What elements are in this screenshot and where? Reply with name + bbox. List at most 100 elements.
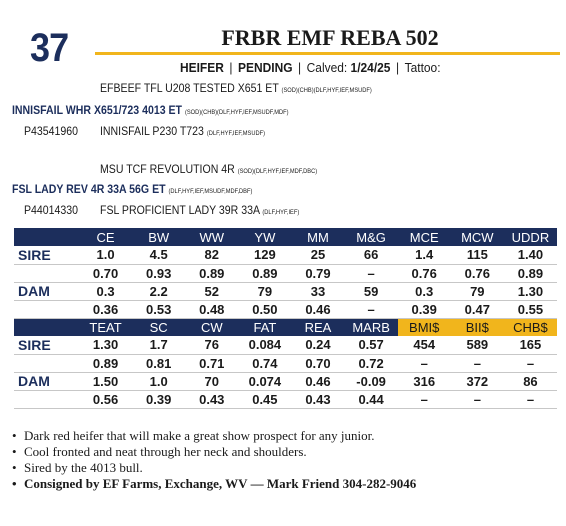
epd-cell: 115 [450, 246, 504, 265]
epd-row-label: SIRE [14, 336, 79, 355]
epd-cell: 25 [291, 246, 345, 265]
sex: HEIFER [180, 60, 224, 75]
epd-column-header: BW [132, 228, 186, 246]
sire-sire: EFBEEF TFL U208 TESTED X651 ET (SOD)(CHB… [100, 81, 372, 95]
epd-cell: 70 [185, 372, 239, 391]
epd-cell: 589 [450, 336, 504, 355]
epd-cell: 1.40 [503, 246, 557, 265]
epd-cell: 0.57 [344, 336, 398, 355]
epd-cell: 52 [185, 282, 239, 301]
epd-row-label: DAM [14, 372, 79, 391]
epd-cell: 0.93 [132, 264, 186, 283]
epd-cell: 0.76 [397, 264, 451, 283]
epd-cell: 165 [503, 336, 557, 355]
epd-table: CE BW WW YW MM M&G MCE MCW UDDR SIRE 1.0 4.5 82 129 25… [14, 228, 557, 409]
tattoo-label: Tattoo: [404, 60, 441, 75]
epd-cell: – [344, 300, 398, 319]
epd-cell: 0.76 [450, 264, 504, 283]
status: PENDING [238, 60, 293, 75]
epd-cell: 0.43 [291, 390, 345, 409]
epd-data-row: 0.70 0.93 0.89 0.89 0.79–0.76 0.76 0.89 [14, 264, 557, 283]
epd-cell: 0.44 [344, 390, 398, 409]
epd-cell: 0.89 [185, 264, 239, 283]
dam-sire: MSU TCF REVOLUTION 4R (SOD)(DLF,HYF,IEF,… [100, 162, 318, 176]
epd-column-header: UDDR [503, 228, 557, 246]
calved-label: Calved: [306, 60, 348, 75]
epd-cell: 0.50 [238, 300, 292, 319]
epd-cell: 0.3 [79, 282, 133, 301]
epd-column-header: WW [185, 228, 239, 246]
epd-cell: 0.70 [291, 354, 345, 373]
epd-column-header: FAT [238, 318, 292, 336]
epd-cell: 1.0 [79, 246, 133, 265]
epd-cell: 1.7 [132, 336, 186, 355]
epd-header-corner [14, 318, 79, 336]
epd-header-row: TEAT SC CW FAT REA MARB BMI$ BII$ CHB$ [14, 318, 557, 336]
dam-registration: P44014330 [24, 203, 79, 217]
epd-row-label: DAM [14, 282, 79, 301]
epd-cell: 0.55 [503, 300, 557, 319]
calved-date: 1/24/25 [350, 60, 391, 75]
lot-number: 37 [30, 26, 69, 70]
epd-header-row: CE BW WW YW MM M&G MCE MCW UDDR [14, 228, 557, 246]
epd-cell: 0.39 [132, 390, 186, 409]
epd-cell: 0.74 [238, 354, 292, 373]
epd-cell: 129 [238, 246, 292, 265]
epd-cell: 0.45 [238, 390, 292, 409]
note-item: Cool fronted and neat through her neck a… [12, 444, 416, 460]
note-item: Sired by the 4013 bull. [12, 460, 416, 476]
epd-header-corner [14, 228, 79, 246]
sire-registration: P43541960 [24, 124, 79, 138]
epd-cell: – [450, 354, 504, 373]
epd-column-header: SC [132, 318, 186, 336]
consignor-note: Consigned by EF Farms, Exchange, WV — Ma… [12, 476, 416, 492]
epd-column-header: BII$ [450, 318, 504, 336]
epd-column-header: MM [291, 228, 345, 246]
epd-cell: 0.46 [291, 372, 345, 391]
epd-cell: 0.3 [397, 282, 451, 301]
epd-cell: 1.4 [397, 246, 451, 265]
epd-column-header: CW [185, 318, 239, 336]
epd-cell: 79 [450, 282, 504, 301]
epd-row-label [14, 264, 79, 283]
epd-column-header: YW [238, 228, 292, 246]
epd-row-label [14, 300, 79, 319]
dam-dam: FSL PROFICIENT LADY 39R 33A (DLF,HYF,IEF… [100, 203, 300, 217]
epd-data-row: DAM 0.3 2.2 52 79 33 59 0.3 79 1.30 [14, 282, 557, 301]
epd-cell: 66 [344, 246, 398, 265]
epd-cell: 0.074 [238, 372, 292, 391]
epd-cell: 0.24 [291, 336, 345, 355]
epd-column-header: BMI$ [397, 318, 451, 336]
epd-cell: -0.09 [344, 372, 398, 391]
epd-data-row: SIRE 1.0 4.5 82 129 25 66 1.4 115 1.40 [14, 246, 557, 265]
epd-row-label [14, 354, 79, 373]
epd-cell: 372 [450, 372, 504, 391]
epd-cell: 0.46 [291, 300, 345, 319]
epd-cell: 454 [397, 336, 451, 355]
dam: FSL LADY REV 4R 33A 56G ET (DLF,HYF,IEF,… [12, 182, 253, 196]
epd-cell: 0.47 [450, 300, 504, 319]
epd-cell: 316 [397, 372, 451, 391]
epd-cell: 33 [291, 282, 345, 301]
epd-column-header: CHB$ [503, 318, 557, 336]
epd-column-header: MARB [344, 318, 398, 336]
animal-info-line: HEIFER | PENDING | Calved: 1/24/25 | Tattoo: [180, 60, 441, 75]
title-underline [95, 52, 560, 55]
epd-data-row: SIRE 1.30 1.7 76 0.084 0.24 0.57 454 589 165 [14, 336, 557, 355]
epd-cell: 1.30 [79, 336, 133, 355]
epd-cell: 0.89 [79, 354, 133, 373]
epd-column-header: CE [79, 228, 133, 246]
epd-cell: 0.48 [185, 300, 239, 319]
epd-cell: 0.084 [238, 336, 292, 355]
epd-column-header: MCW [450, 228, 504, 246]
epd-row-label [14, 390, 79, 409]
epd-cell: 0.79 [291, 264, 345, 283]
epd-cell: 86 [503, 372, 557, 391]
epd-cell: 0.70 [79, 264, 133, 283]
epd-column-header: REA [291, 318, 345, 336]
epd-cell: – [397, 354, 451, 373]
epd-cell: 0.71 [185, 354, 239, 373]
animal-name: FRBR EMF REBA 502 [221, 25, 439, 50]
epd-cell: 0.72 [344, 354, 398, 373]
sire-dam: INNISFAIL P230 T723 (DLF,HYF,IEF,MSUDF) [100, 124, 266, 138]
